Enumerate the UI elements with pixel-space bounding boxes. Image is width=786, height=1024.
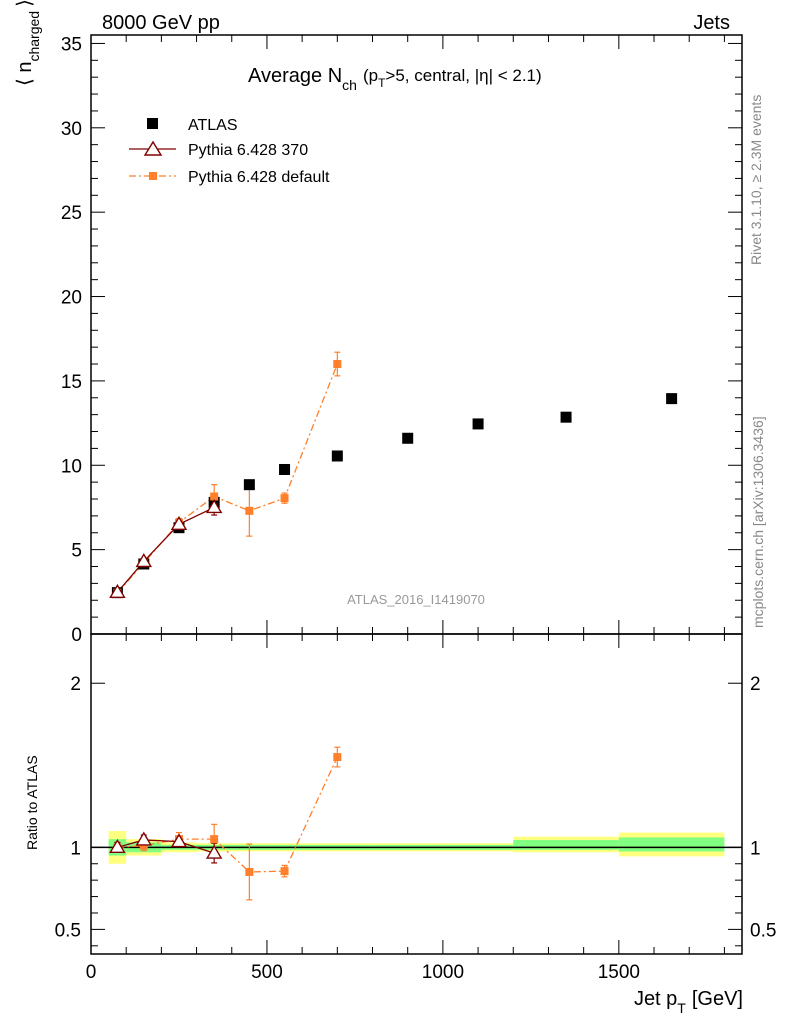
main-ytick-label: 35 [61,34,82,55]
legend-label-pythia370: Pythia 6.428 370 [188,142,308,159]
ratio-ytick-label-right: 2 [750,674,761,695]
ratio-ytick-label: 1 [70,838,81,859]
legend-marker-pythia-default [149,172,157,180]
header-left: 8000 GeV pp [102,12,220,34]
ratio-band-inner [618,837,725,852]
legend-marker-atlas [147,118,158,129]
rivet-version-text: Rivet 3.1.10, ≥ 2.3M events [748,95,764,265]
atlas-point [331,450,343,462]
main-ytick-label: 15 [61,372,82,393]
pythia-default-line [116,363,338,594]
ratio-y-axis-label: Ratio to ATLAS [24,755,40,850]
pythia370-point [170,515,188,531]
atlas-point [560,411,572,423]
main-ytick-label: 0 [71,625,82,646]
ratio-ytick-label-right: 1 [750,838,761,859]
ratio-axis-ticks: 0.5 0.5 1 1 2 2 0 500 1000 1500 [55,634,776,983]
xtick-label: 1000 [422,962,464,983]
pythia-default-point [280,494,289,503]
pythia-default-point [245,506,254,515]
y-axis-label: ⟨ ncharged⟩ [14,0,42,86]
legend-marker-pythia370 [143,140,163,156]
ratio-pythia370-point [170,833,188,848]
atlas-point [402,432,414,444]
analysis-watermark: ATLAS_2016_I1419070 [347,592,485,607]
main-ytick-label: 20 [61,288,82,309]
ratio-pythia-default-point [280,867,289,876]
ratio-pythia370-point [135,831,153,846]
header-right: Jets [693,12,730,34]
ratio-ytick-label: 0.5 [55,920,81,941]
ratio-pythia-default-point [245,867,254,876]
ratio-ytick-label-right: 0.5 [750,920,776,941]
main-ytick-label: 5 [71,541,82,562]
xtick-label: 1500 [598,962,640,983]
ratio-pythia370-point [109,838,126,854]
main-ytick-label: 25 [61,203,82,224]
ratio-data-series [109,746,342,901]
mcplots-text: mcplots.cern.ch [arXiv:1306.3436] [750,416,766,628]
pythia370-line [116,506,215,593]
ratio-ytick-label: 2 [70,674,81,695]
chart-title: Average Nch (pT>5, central, |η| < 2.1) [248,65,542,93]
x-axis-label: Jet pT [GeV] [634,988,743,1016]
legend-label-atlas: ATLAS [188,117,238,134]
main-data-series [109,351,678,599]
xtick-label: 500 [251,962,283,983]
main-ytick-label: 30 [61,119,82,140]
legend-label-pythia-default: Pythia 6.428 default [188,169,330,186]
pythia370-point [135,553,153,568]
ratio-pythia-default-point [139,841,148,850]
atlas-point [279,463,291,475]
xtick-label: 0 [86,962,97,983]
ratio-pythia-default-point [333,753,342,762]
main-axis-ticks: 0 5 10 15 20 25 30 35 [61,34,742,646]
pythia370-point [205,499,223,514]
ratio-band-inner [513,839,619,850]
ratio-pythia370-point [205,844,223,859]
atlas-point [472,418,484,430]
ratio-pythia-default-point [210,835,219,844]
atlas-point [666,393,678,405]
pythia-default-point [210,492,219,501]
legend: ATLAS Pythia 6.428 370 Pythia 6.428 defa… [129,117,330,186]
ratio-panel-frame [90,633,743,955]
pythia370-point [109,583,126,599]
pythia-default-point [333,360,342,369]
atlas-point [243,479,255,491]
ratio-pythia370-line [117,839,215,854]
main-ytick-label: 10 [61,456,82,477]
